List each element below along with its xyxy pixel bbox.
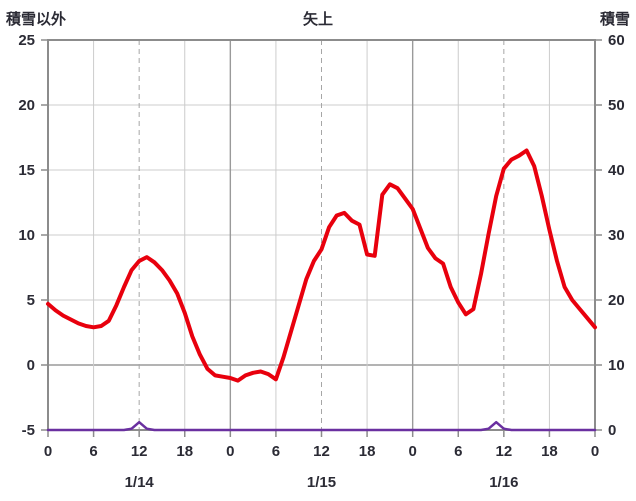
left-tick-label: 20 — [18, 97, 35, 114]
day-label: 1/14 — [125, 474, 155, 491]
left-tick-label: 5 — [27, 292, 35, 309]
right-tick-label: 10 — [608, 357, 625, 374]
hour-label: 18 — [176, 443, 193, 460]
hour-label: 0 — [408, 443, 416, 460]
chart-title: 矢上 — [302, 11, 333, 28]
hour-label: 12 — [313, 443, 330, 460]
series-snow-depth-purple — [46, 420, 597, 432]
right-axis-title: 積雪 — [599, 11, 630, 28]
left-tick-label: -5 — [22, 422, 35, 439]
hour-label: 18 — [359, 443, 376, 460]
hour-label: 6 — [89, 443, 97, 460]
day-label: 1/16 — [489, 474, 518, 491]
right-tick-label: 20 — [608, 292, 625, 309]
left-tick-label: 0 — [27, 357, 35, 374]
hour-label: 12 — [495, 443, 512, 460]
hour-label: 6 — [454, 443, 462, 460]
right-tick-label: 0 — [608, 422, 616, 439]
hour-label: 12 — [131, 443, 148, 460]
left-tick-label: 10 — [18, 227, 35, 244]
hour-label: 0 — [591, 443, 599, 460]
left-axis-title: 積雪以外 — [6, 11, 67, 28]
left-tick-label: 25 — [18, 32, 35, 49]
right-tick-label: 50 — [608, 97, 625, 114]
hour-label: 0 — [44, 443, 52, 460]
right-tick-label: 30 — [608, 227, 625, 244]
right-tick-label: 60 — [608, 32, 625, 49]
day-label: 1/15 — [307, 474, 336, 491]
hour-label: 6 — [272, 443, 280, 460]
hour-label: 18 — [541, 443, 558, 460]
hour-label: 0 — [226, 443, 234, 460]
series-non-snow-value-red — [46, 148, 597, 383]
right-tick-label: 40 — [608, 162, 625, 179]
left-tick-label: 15 — [18, 162, 35, 179]
